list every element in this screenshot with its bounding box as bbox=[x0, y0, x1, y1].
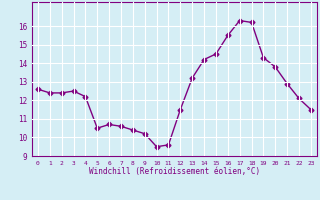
X-axis label: Windchill (Refroidissement éolien,°C): Windchill (Refroidissement éolien,°C) bbox=[89, 167, 260, 176]
